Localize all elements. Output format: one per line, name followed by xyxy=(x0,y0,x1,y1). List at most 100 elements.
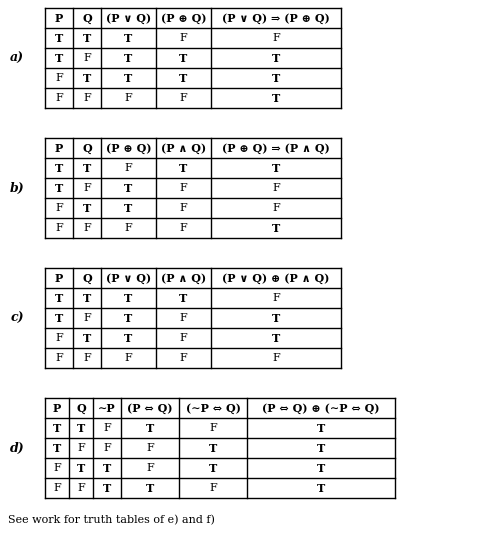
Text: See work for truth tables of e) and f): See work for truth tables of e) and f) xyxy=(8,515,215,525)
Text: F: F xyxy=(125,223,132,233)
Text: F: F xyxy=(83,93,91,103)
Text: (P ∨ Q): (P ∨ Q) xyxy=(106,12,151,24)
Text: F: F xyxy=(146,443,154,453)
Text: T: T xyxy=(83,203,91,213)
Text: T: T xyxy=(272,223,280,233)
Text: T: T xyxy=(317,462,325,473)
Text: c): c) xyxy=(10,311,24,325)
Text: T: T xyxy=(317,483,325,493)
Text: T: T xyxy=(55,312,63,324)
Text: T: T xyxy=(179,163,188,173)
Text: T: T xyxy=(83,293,91,303)
Text: F: F xyxy=(180,223,188,233)
Text: P: P xyxy=(53,402,61,414)
Text: T: T xyxy=(124,52,133,64)
Text: T: T xyxy=(179,293,188,303)
Text: F: F xyxy=(146,463,154,473)
Text: (P ⊕ Q) ⇒ (P ∧ Q): (P ⊕ Q) ⇒ (P ∧ Q) xyxy=(222,142,330,154)
Text: F: F xyxy=(125,93,132,103)
Text: F: F xyxy=(272,353,280,363)
Text: (∼P ⇔ Q): (∼P ⇔ Q) xyxy=(186,402,241,414)
Text: F: F xyxy=(55,223,63,233)
Text: (P ∨ Q) ⊕ (P ∧ Q): (P ∨ Q) ⊕ (P ∧ Q) xyxy=(223,272,330,284)
Text: F: F xyxy=(103,443,111,453)
Text: (P ∧ Q): (P ∧ Q) xyxy=(161,272,206,284)
Text: T: T xyxy=(179,73,188,83)
Bar xyxy=(45,8,341,108)
Text: (P ⇔ Q) ⊕ (∼P ⇔ Q): (P ⇔ Q) ⊕ (∼P ⇔ Q) xyxy=(262,402,380,414)
Bar xyxy=(45,398,395,498)
Text: T: T xyxy=(124,182,133,194)
Text: T: T xyxy=(272,163,280,173)
Bar xyxy=(45,138,341,238)
Text: F: F xyxy=(180,93,188,103)
Text: F: F xyxy=(180,33,188,43)
Text: F: F xyxy=(83,53,91,63)
Text: (P ⊕ Q): (P ⊕ Q) xyxy=(106,142,151,154)
Text: T: T xyxy=(209,462,217,473)
Text: Q: Q xyxy=(82,272,92,284)
Text: T: T xyxy=(77,423,85,433)
Text: F: F xyxy=(272,33,280,43)
Text: a): a) xyxy=(10,51,24,65)
Text: F: F xyxy=(55,93,63,103)
Text: P: P xyxy=(55,142,63,154)
Text: F: F xyxy=(83,313,91,323)
Text: (P ∨ Q): (P ∨ Q) xyxy=(106,272,151,284)
Bar xyxy=(45,268,341,368)
Text: T: T xyxy=(124,73,133,83)
Text: F: F xyxy=(180,353,188,363)
Text: T: T xyxy=(55,33,63,43)
Text: F: F xyxy=(180,333,188,343)
Text: F: F xyxy=(125,353,132,363)
Text: P: P xyxy=(55,272,63,284)
Text: Q: Q xyxy=(82,142,92,154)
Text: F: F xyxy=(83,183,91,193)
Text: T: T xyxy=(83,73,91,83)
Text: F: F xyxy=(272,203,280,213)
Text: T: T xyxy=(124,33,133,43)
Text: F: F xyxy=(53,463,61,473)
Text: Q: Q xyxy=(76,402,86,414)
Text: T: T xyxy=(124,293,133,303)
Text: F: F xyxy=(180,313,188,323)
Text: (P ⊕ Q): (P ⊕ Q) xyxy=(161,12,206,24)
Text: F: F xyxy=(83,223,91,233)
Text: Q: Q xyxy=(82,12,92,24)
Text: T: T xyxy=(317,423,325,433)
Text: d): d) xyxy=(9,441,24,455)
Text: T: T xyxy=(77,462,85,473)
Text: T: T xyxy=(272,312,280,324)
Text: T: T xyxy=(272,332,280,343)
Text: F: F xyxy=(55,353,63,363)
Text: F: F xyxy=(55,203,63,213)
Text: F: F xyxy=(209,423,217,433)
Text: F: F xyxy=(55,333,63,343)
Text: T: T xyxy=(272,52,280,64)
Text: T: T xyxy=(55,163,63,173)
Text: F: F xyxy=(180,183,188,193)
Text: b): b) xyxy=(9,181,24,195)
Text: T: T xyxy=(124,203,133,213)
Text: T: T xyxy=(124,312,133,324)
Text: T: T xyxy=(103,483,111,493)
Text: F: F xyxy=(209,483,217,493)
Text: (P ⇔ Q): (P ⇔ Q) xyxy=(127,402,173,414)
Text: T: T xyxy=(55,52,63,64)
Text: F: F xyxy=(272,293,280,303)
Text: T: T xyxy=(146,423,154,433)
Text: F: F xyxy=(55,73,63,83)
Text: F: F xyxy=(53,483,61,493)
Text: T: T xyxy=(83,33,91,43)
Text: (P ∨ Q) ⇒ (P ⊕ Q): (P ∨ Q) ⇒ (P ⊕ Q) xyxy=(222,12,330,24)
Text: P: P xyxy=(55,12,63,24)
Text: F: F xyxy=(77,443,85,453)
Text: T: T xyxy=(272,73,280,83)
Text: ∼P: ∼P xyxy=(98,402,116,414)
Text: T: T xyxy=(53,442,61,454)
Text: T: T xyxy=(83,332,91,343)
Text: (P ∧ Q): (P ∧ Q) xyxy=(161,142,206,154)
Text: T: T xyxy=(55,293,63,303)
Text: F: F xyxy=(83,353,91,363)
Text: F: F xyxy=(125,163,132,173)
